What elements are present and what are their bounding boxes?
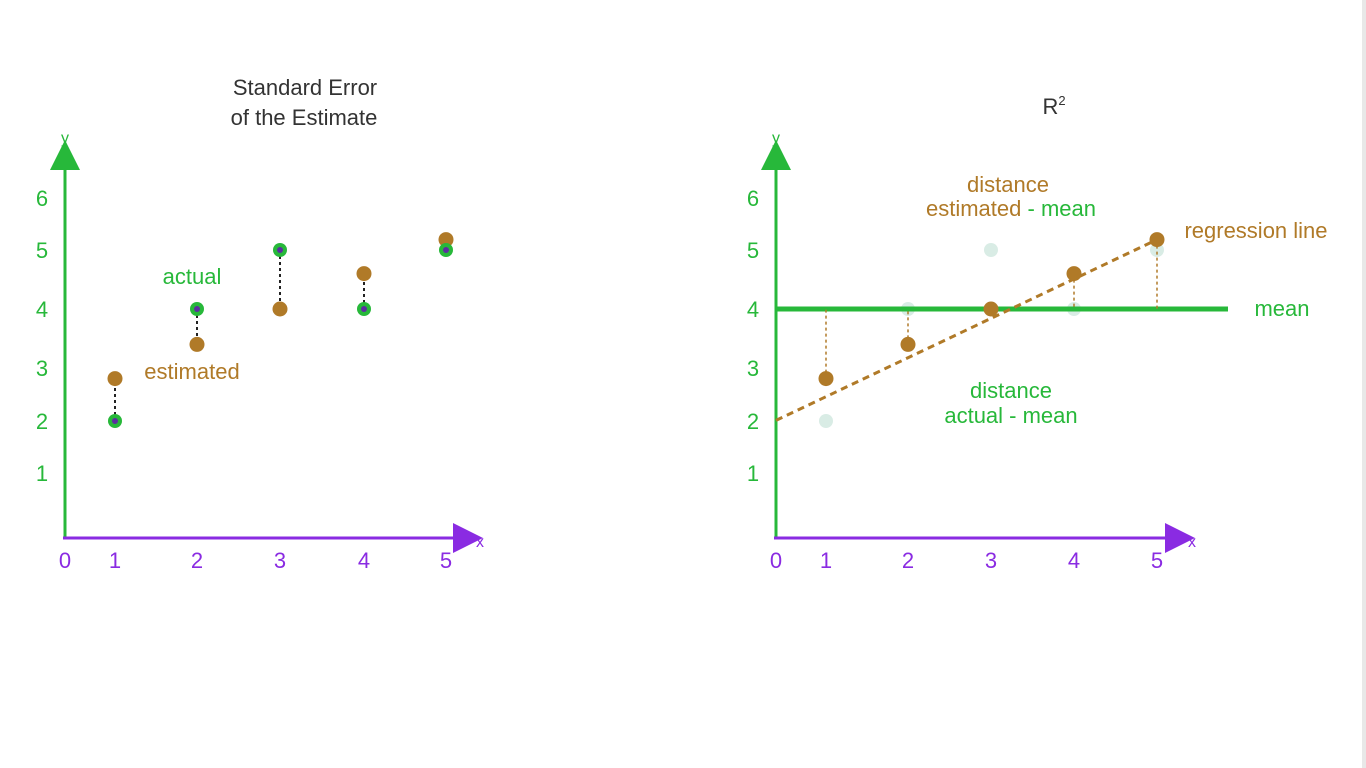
left-y-tick-1: 1	[36, 461, 48, 486]
right-title-superscript: 2	[1058, 93, 1065, 108]
left-x-axis-label: x	[476, 534, 484, 551]
right-estimated-point-2	[900, 336, 916, 352]
right-faded-actual-point-5	[1150, 243, 1164, 257]
left-actual-point-center-3	[277, 247, 283, 253]
left-title-line-2: of the Estimate	[231, 105, 378, 130]
right-y-tick-1: 1	[747, 461, 759, 486]
right-y-tick-6: 6	[747, 186, 759, 211]
left-y-tick-4: 4	[36, 297, 48, 322]
right-faded-actual-point-1	[819, 414, 833, 428]
right-x-axis-label: x	[1188, 534, 1196, 551]
right-x-tick-4: 4	[1068, 548, 1080, 573]
left-x-tick-1: 1	[109, 548, 121, 573]
right-x-tick-2: 2	[902, 548, 914, 573]
right-annotation-actual-line-2: actual - mean	[944, 403, 1077, 428]
right-title-base: R	[1042, 94, 1058, 119]
left-actual-point-center-4	[361, 306, 367, 312]
right-chart: y x 0 1 2 3 4 5 1 2 3 4 5 6	[747, 130, 1228, 573]
mean-label: mean	[1254, 296, 1309, 321]
right-y-tick-5: 5	[747, 238, 759, 263]
left-x-tick-4: 4	[358, 548, 370, 573]
left-y-axis-label: y	[61, 130, 69, 147]
right-annotation-estimated-line-2: estimated - mean	[926, 196, 1096, 221]
left-estimated-point-2	[189, 336, 205, 352]
left-estimated-point-1	[107, 371, 123, 387]
right-x-tick-0: 0	[770, 548, 782, 573]
right-estimated-point-3	[983, 301, 999, 317]
regression-line-label: regression line	[1184, 218, 1327, 243]
right-title: R2	[1042, 93, 1065, 119]
right-y-tick-2: 2	[747, 409, 759, 434]
right-y-axis-label: y	[772, 130, 780, 147]
right-x-tick-5: 5	[1151, 548, 1163, 573]
left-annotation-estimated: estimated	[144, 359, 239, 384]
left-y-tick-6: 6	[36, 186, 48, 211]
right-estimated-point-5	[1149, 232, 1165, 248]
left-y-tick-2: 2	[36, 409, 48, 434]
left-title-line-1: Standard Error	[233, 75, 377, 100]
right-edge-strip	[1362, 0, 1366, 768]
left-estimated-point-3	[272, 301, 288, 317]
left-actual-point-center-1	[112, 418, 118, 424]
right-estimated-point-1	[818, 371, 834, 387]
left-y-tick-5: 5	[36, 238, 48, 263]
right-regression-line	[775, 238, 1158, 422]
left-x-tick-2: 2	[191, 548, 203, 573]
right-x-tick-3: 3	[985, 548, 997, 573]
left-annotation-actual: actual	[163, 264, 222, 289]
left-actual-point-center-2	[194, 306, 200, 312]
left-estimated-point-4	[356, 266, 372, 282]
left-chart: y x 0 1 2 3 4 5 1 2 3 4 5 6	[36, 130, 484, 573]
left-x-tick-0: 0	[59, 548, 71, 573]
left-actual-point-center-5	[443, 247, 449, 253]
right-y-tick-4: 4	[747, 297, 759, 322]
left-x-tick-3: 3	[274, 548, 286, 573]
right-annotation-actual-line-1: distance	[970, 378, 1052, 403]
left-x-tick-5: 5	[440, 548, 452, 573]
right-faded-actual-point-3	[984, 243, 998, 257]
left-estimated-point-5	[438, 232, 454, 248]
right-annotation-estimated-line-1: distance	[967, 172, 1049, 197]
left-y-tick-3: 3	[36, 356, 48, 381]
right-estimated-point-4	[1066, 266, 1082, 282]
right-x-tick-1: 1	[820, 548, 832, 573]
right-y-tick-3: 3	[747, 356, 759, 381]
